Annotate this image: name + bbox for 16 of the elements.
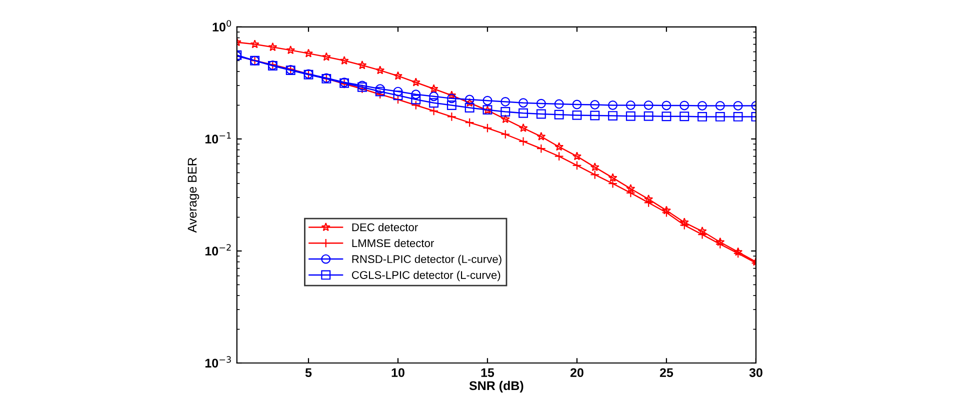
y-tick-label: 10$^{−1}$ [205,132,231,144]
x-tick-label: 10 [392,368,404,378]
y-tick-label: 10$^{−2}$ [205,244,231,256]
legend-label: CGLS-LPIC detector (L-curve) [352,270,500,282]
y-axis-title: Average BER [188,158,200,233]
legend-label: DEC detector [352,223,418,232]
y-tick-label: 10$^{−3}$ [205,356,231,368]
x-axis-title: SNR (dB) [469,380,524,393]
legend-label: LMMSE detector [352,238,434,248]
y-tick-label: 10$^{0}$ [212,20,232,32]
x-tick-label: 20 [570,368,584,378]
legend-label: RNSD-LPIC detector (L-curve) [352,254,502,266]
x-tick-label: 25 [660,368,674,378]
x-tick-label: 30 [749,368,762,378]
x-tick-label: 15 [481,368,494,378]
x-tick-label: 5 [305,368,312,378]
